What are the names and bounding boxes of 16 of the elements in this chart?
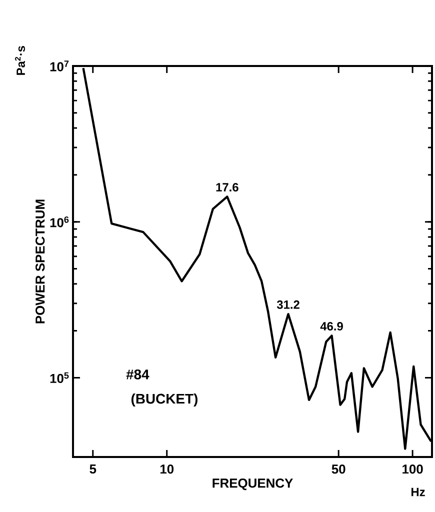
annotation: (BUCKET): [131, 393, 198, 406]
x-axis-title: FREQUENCY: [212, 478, 293, 490]
x-tick-label: 5: [90, 464, 96, 474]
annotation: 17.6: [216, 183, 238, 192]
y-tick-label: 10$^{7}$: [50, 60, 69, 72]
annotation: 46.9: [320, 322, 343, 330]
y-tick-label: 10$^{6}$: [50, 216, 69, 228]
text: Hz: [411, 488, 425, 496]
annotation: 31.2: [276, 300, 300, 309]
x-tick-label: 100: [402, 464, 423, 474]
x-tick-label: 10: [160, 464, 174, 474]
y-tick-label: 10$^{5}$: [50, 372, 69, 384]
x-tick-label: 50: [332, 464, 346, 474]
y-axis-title: POWER SPECTRUM: [36, 200, 45, 324]
text: Pa$^{2}$·s: [14, 46, 26, 75]
annotation: #84: [126, 369, 150, 380]
